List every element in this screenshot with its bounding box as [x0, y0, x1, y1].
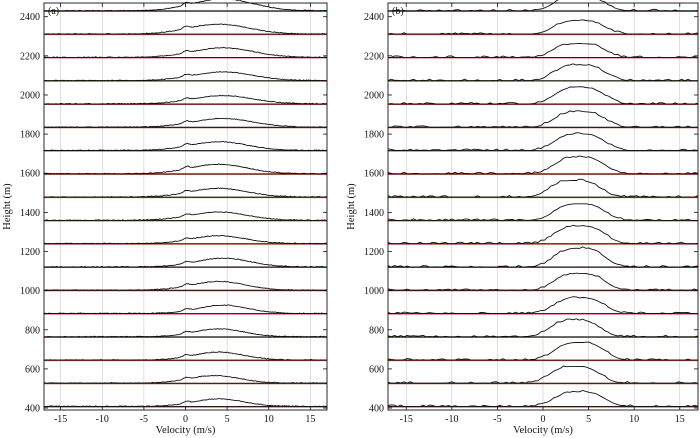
y-tick-label: 1800 [20, 130, 40, 141]
spectrum-profile [43, 211, 327, 221]
y-axis-label: Height (m) [2, 183, 13, 230]
spectrum-profile [44, 351, 327, 361]
y-tick-label: 2400 [20, 12, 40, 23]
spectrum-profile [387, 63, 698, 82]
spectrum-profile [387, 246, 698, 268]
spectrum-profile [388, 42, 698, 58]
y-tick-label: 800 [25, 325, 40, 336]
x-tick-label: -5 [493, 414, 501, 425]
spectrum-profile [387, 365, 698, 384]
spectrum-profile [387, 341, 698, 361]
y-axis-label: Height (m) [346, 183, 357, 230]
spectrum-profile [387, 203, 698, 221]
spectrum-profile [43, 70, 327, 82]
y-tick-label: 2000 [364, 90, 384, 101]
panel-a: -15 -10 -5 0 5 10 15 400 600 800 1000 1200 1400 1600 1… [2, 0, 328, 436]
y-tick-label: 1600 [364, 169, 384, 180]
spectrum-profile [43, 234, 327, 245]
spectrum-profile [387, 390, 698, 407]
x-tick-label: -5 [140, 414, 148, 425]
y-tick-label: 1400 [20, 208, 40, 219]
spectrum-profile [387, 155, 698, 175]
spectrum-profile [387, 86, 698, 105]
x-tick-label: 5 [586, 414, 591, 425]
x-tick-label: -10 [96, 414, 109, 425]
x-tick-label: 10 [264, 414, 274, 425]
x-tick-label: -15 [400, 414, 413, 425]
spectrum-profile [43, 46, 327, 58]
spectrum-profile [44, 280, 327, 291]
y-tick-label: 400 [369, 404, 384, 415]
y-tick-label: 400 [25, 404, 40, 415]
spectrum-profile [43, 141, 327, 152]
spectrum-profile [388, 0, 698, 12]
spectrum-profile [387, 132, 698, 151]
x-tick-label: -15 [54, 414, 67, 425]
spectrum-profile [387, 178, 698, 198]
spectrum-profile [43, 23, 327, 35]
spectrum-profile [387, 296, 698, 314]
spectrum-profile [388, 110, 698, 128]
y-tick-label: 2000 [20, 90, 40, 101]
spectrum-profile [387, 224, 698, 245]
y-tick-label: 1600 [20, 169, 40, 180]
y-tick-label: 1200 [20, 247, 40, 258]
spectrum-profile [43, 163, 327, 175]
spectrum-profile [43, 94, 327, 105]
spectrum-profile [387, 19, 698, 35]
y-tick-label: 600 [369, 364, 384, 375]
spectrum-profile [43, 187, 327, 198]
y-tick-label: 800 [369, 325, 384, 336]
y-tick-label: 2200 [20, 51, 40, 62]
spectrum-profile [44, 398, 327, 408]
x-tick-label: 10 [629, 414, 639, 425]
y-tick-label: 1000 [364, 286, 384, 297]
spectrum-profile [43, 257, 327, 268]
x-tick-label: 15 [675, 414, 685, 425]
spectrum-profile [43, 374, 327, 384]
y-tick-label: 1000 [20, 286, 40, 297]
y-tick-label: 600 [25, 364, 40, 375]
y-tick-label: 1200 [364, 247, 384, 258]
spectrum-profile [387, 318, 698, 338]
y-tick-label: 2400 [364, 12, 384, 23]
x-tick-label: 0 [183, 414, 188, 425]
y-tick-label: 2200 [364, 51, 384, 62]
spectrum-profile [44, 328, 327, 338]
x-axis-label: Velocity (m/s) [513, 425, 573, 436]
y-tick-label: 1400 [364, 208, 384, 219]
x-tick-label: 5 [225, 414, 230, 425]
panel-label: (a) [48, 6, 59, 17]
x-axis-label: Velocity (m/s) [156, 425, 216, 436]
spectrum-profile [43, 304, 327, 315]
panel-b: -15 -10 -5 0 5 10 15 400 600 800 1000 1200 1400 1600 1… [346, 0, 699, 436]
spectrum-profile [387, 272, 698, 291]
panel-label: (b) [392, 6, 404, 17]
x-tick-label: 0 [541, 414, 546, 425]
y-tick-label: 1800 [364, 130, 384, 141]
spectrum-profile [44, 117, 327, 128]
x-tick-label: 15 [305, 414, 315, 425]
x-tick-label: -10 [445, 414, 458, 425]
